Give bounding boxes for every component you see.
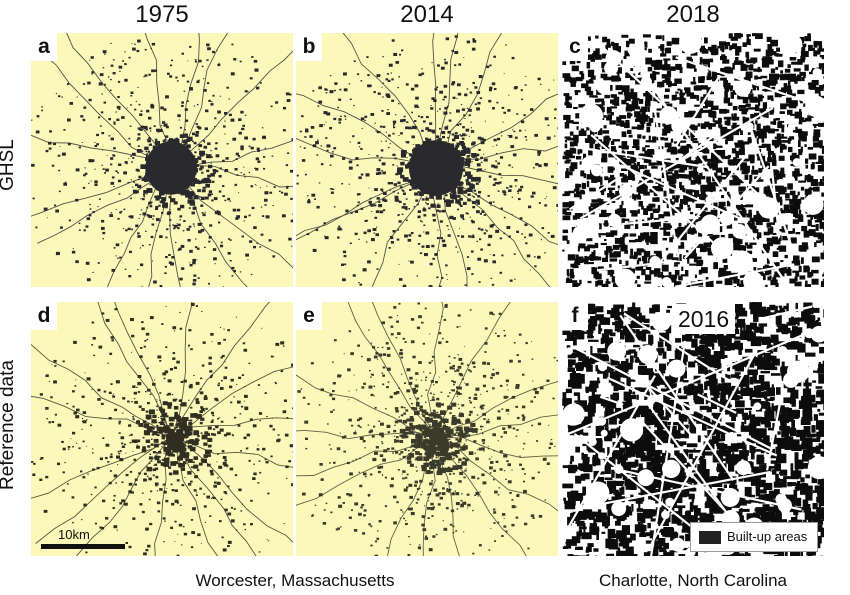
panel-letter-a: a <box>31 33 57 61</box>
panel-letter-b: b <box>296 33 322 61</box>
map-panel-b-image <box>296 33 558 287</box>
legend-label: Built-up areas <box>727 529 808 544</box>
legend-swatch <box>699 531 721 544</box>
panel-letter-c: c <box>562 33 588 61</box>
inset-year-label: 2016 <box>672 304 736 334</box>
map-panel-a-image <box>31 33 293 287</box>
legend: Built-up areas <box>690 522 818 552</box>
map-panel-d: d 10km <box>31 302 293 556</box>
scale-bar-label: 10km <box>58 527 90 542</box>
scale-bar <box>41 544 125 549</box>
panel-letter-d: d <box>31 302 57 330</box>
column-title-1975: 1975 <box>135 1 189 28</box>
map-panel-f: f 2016 Built-up areas <box>562 302 824 556</box>
panel-letter-e: e <box>296 302 322 330</box>
map-panel-f-image <box>562 302 824 556</box>
map-panel-d-image <box>31 302 293 556</box>
map-panel-c: c <box>562 33 824 287</box>
map-panel-e-image <box>296 302 558 556</box>
column-title-2018: 2018 <box>666 1 720 28</box>
panel-letter-f: f <box>562 302 588 330</box>
caption-worcester: Worcester, Massachusetts <box>195 571 395 590</box>
row-label-ghsl: GHSL <box>0 139 18 191</box>
map-panel-b: b <box>296 33 558 287</box>
column-title-2014: 2014 <box>400 1 454 28</box>
row-label-reference-data: Reference data <box>0 360 18 490</box>
map-panel-a: a <box>31 33 293 287</box>
caption-charlotte: Charlotte, North Carolina <box>598 571 788 590</box>
map-panel-e: e <box>296 302 558 556</box>
map-panel-c-image <box>562 33 824 287</box>
